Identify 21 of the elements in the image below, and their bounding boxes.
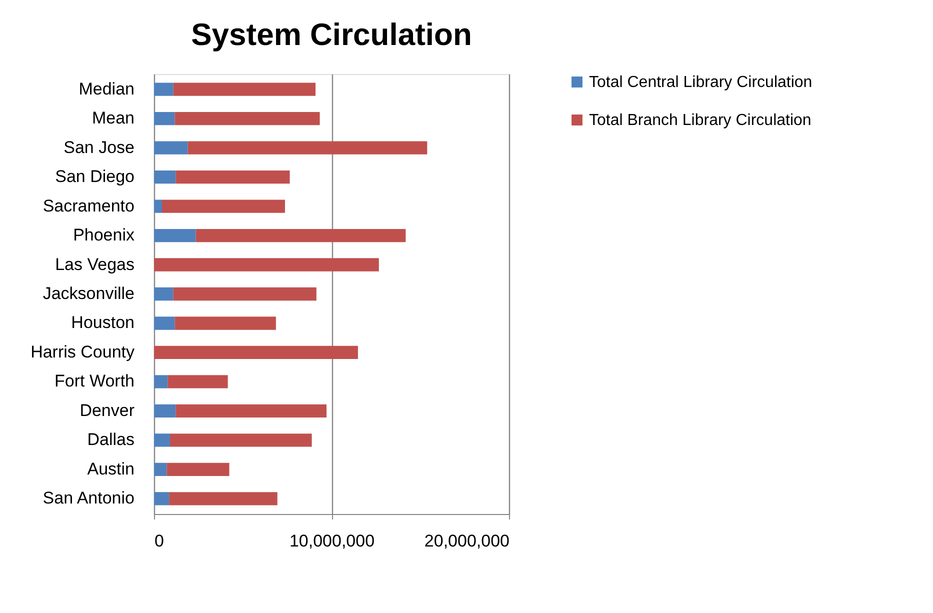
legend-label: Total Branch Library Circulation bbox=[589, 112, 812, 129]
y-tick-label: Mean bbox=[92, 108, 134, 128]
y-tick-label: Las Vegas bbox=[55, 254, 134, 274]
y-tick-label: Jacksonville bbox=[42, 284, 134, 303]
y-tick-label: Sacramento bbox=[42, 196, 134, 216]
y-tick-label: Median bbox=[78, 79, 134, 98]
y-tick-label: Phoenix bbox=[73, 226, 135, 245]
y-tick-label: San Jose bbox=[64, 138, 134, 157]
y-tick-label: San Diego bbox=[55, 167, 134, 186]
y-tick-label: Harris County bbox=[30, 342, 135, 362]
y-tick-label: Houston bbox=[71, 313, 134, 332]
y-tick-label: Fort Worth bbox=[54, 372, 134, 391]
x-tick-label: 10,000,000 bbox=[289, 532, 375, 550]
y-tick-label: Dallas bbox=[87, 430, 134, 450]
y-tick-label: San Antonio bbox=[42, 488, 134, 508]
x-tick-label: 0 bbox=[154, 532, 164, 550]
x-tick-label: 20,000,000 bbox=[424, 532, 510, 550]
chart-title: System Circulation bbox=[191, 17, 472, 52]
y-tick-label: Austin bbox=[87, 459, 134, 478]
legend-label: Total Central Library Circulation bbox=[589, 74, 812, 91]
y-tick-label: Denver bbox=[80, 400, 135, 420]
